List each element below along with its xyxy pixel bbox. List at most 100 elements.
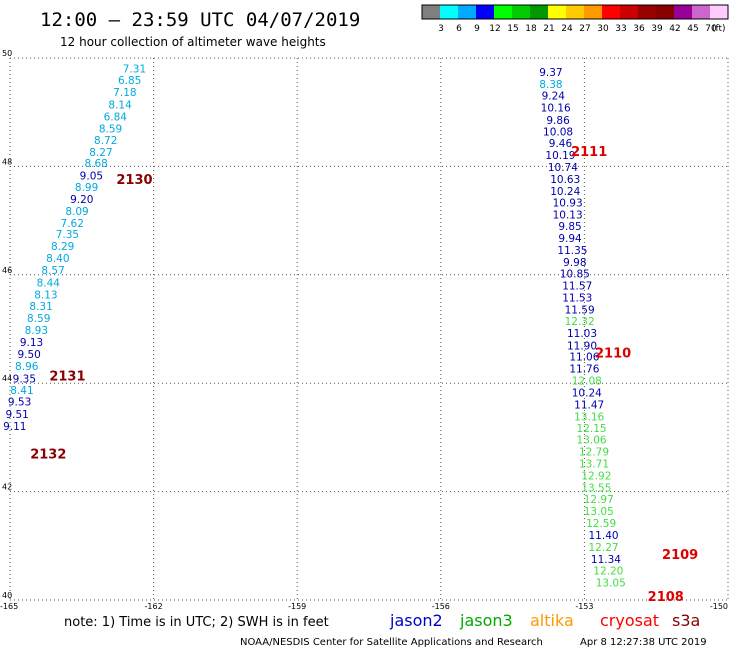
satellite-name-altika: altika xyxy=(530,611,574,630)
color-legend: 3 6 9 12 15 18 21 24 27 30 33 36 39 42 45 70 xyxy=(421,4,729,34)
swh-value: 12.20 xyxy=(593,566,623,578)
legend-swatch xyxy=(674,5,692,19)
legend-label: 3 xyxy=(438,24,444,34)
swh-value: 9.37 xyxy=(539,67,562,79)
legend-swatch xyxy=(584,5,602,19)
swh-value: 11.03 xyxy=(567,328,597,340)
legend-label: 12 xyxy=(489,24,500,34)
legend-swatch xyxy=(566,5,584,19)
x-tick-label: -162 xyxy=(145,602,163,611)
y-tick-label: 48 xyxy=(2,157,12,166)
legend-swatch xyxy=(422,5,440,19)
swh-value: 9.05 xyxy=(80,171,103,183)
swh-value: 10.74 xyxy=(548,162,578,174)
swh-value: 12.15 xyxy=(577,423,607,435)
legend-label: 18 xyxy=(525,24,537,34)
y-tick-label: 46 xyxy=(2,266,12,275)
legend-swatch xyxy=(512,5,530,19)
swh-value: 8.59 xyxy=(27,313,50,325)
pass-number-label: 2111 xyxy=(571,145,607,160)
y-tick-label: 42 xyxy=(2,483,12,492)
swh-value: 8.99 xyxy=(75,182,98,194)
swh-value: 11.47 xyxy=(574,399,604,411)
swh-value: 13.55 xyxy=(581,482,611,494)
swh-value: 8.96 xyxy=(15,361,39,373)
chart-subtitle: 12 hour collection of altimeter wave hei… xyxy=(60,35,326,49)
legend-border xyxy=(421,4,729,20)
swh-value: 10.13 xyxy=(553,210,583,222)
legend-swatch xyxy=(530,5,548,19)
legend-swatch xyxy=(638,5,656,19)
swh-value: 7.62 xyxy=(61,218,84,230)
swh-value: 12.27 xyxy=(589,542,619,554)
swh-value: 8.72 xyxy=(94,135,117,147)
swh-value: 8.27 xyxy=(89,147,112,159)
swh-value: 13.05 xyxy=(596,578,626,590)
swh-value: 12.32 xyxy=(565,316,595,328)
swh-value: 9.11 xyxy=(3,421,26,433)
swh-value: 13.71 xyxy=(579,458,609,470)
legend-swatch xyxy=(548,5,566,19)
swh-value: 11.76 xyxy=(569,364,599,376)
swh-value: 13.16 xyxy=(574,411,604,423)
swh-value: 11.57 xyxy=(562,281,592,293)
axis-ticks: -165 -162 -159 -156 -153 -150 40 42 44 46 48 50 xyxy=(0,49,728,611)
y-tick-label: 44 xyxy=(2,374,12,383)
x-tick-label: -156 xyxy=(432,602,450,611)
swh-value: 11.59 xyxy=(565,304,595,316)
swh-value: 6.84 xyxy=(104,112,128,124)
x-tick-label: -150 xyxy=(710,602,728,611)
swh-value: 8.13 xyxy=(34,289,57,301)
swh-value: 11.35 xyxy=(557,245,587,257)
plot-grid xyxy=(9,57,729,601)
x-tick-label: -159 xyxy=(288,602,306,611)
pass-number-label: 2109 xyxy=(662,548,698,563)
legend-label: 21 xyxy=(543,24,554,34)
pass-number-label: 2110 xyxy=(595,346,631,361)
swh-value: 9.51 xyxy=(5,409,28,421)
swh-value: 12.59 xyxy=(586,518,616,530)
swh-value: 10.24 xyxy=(572,387,602,399)
satellite-name-cryosat: cryosat xyxy=(600,611,659,630)
legend-unit-label: (ft) xyxy=(712,24,726,34)
swh-value: 9.50 xyxy=(17,349,40,361)
swh-value: 8.59 xyxy=(99,123,122,135)
swh-value: 9.85 xyxy=(558,221,581,233)
swh-value: 9.13 xyxy=(20,337,43,349)
swh-value: 11.40 xyxy=(589,530,619,542)
swh-value: 10.93 xyxy=(553,198,583,210)
swh-value: 10.85 xyxy=(560,269,590,281)
legend-swatch xyxy=(458,5,476,19)
legend-swatch xyxy=(620,5,638,19)
pass-number-label: 2131 xyxy=(49,370,85,385)
swh-value: 7.31 xyxy=(123,63,146,75)
legend-label: 6 xyxy=(456,24,462,34)
footer-note: note: 1) Time is in UTC; 2) SWH is in fe… xyxy=(64,615,329,630)
swh-value: 8.41 xyxy=(10,385,33,397)
swh-value: 8.14 xyxy=(108,100,132,112)
swh-value: 12.97 xyxy=(584,494,614,506)
swh-value: 8.38 xyxy=(539,79,562,91)
pass-number-label: 2108 xyxy=(648,590,684,605)
legend-swatch xyxy=(710,5,728,19)
swh-value: 10.19 xyxy=(545,150,575,162)
swh-value: 11.90 xyxy=(567,340,597,352)
swh-value: 7.18 xyxy=(113,87,136,99)
satellite-name-s3a: s3a xyxy=(672,611,700,630)
legend-label: 70 xyxy=(705,24,717,34)
swh-value: 9.35 xyxy=(13,373,36,385)
swh-value: 9.20 xyxy=(70,194,93,206)
legend-label: 36 xyxy=(633,24,645,34)
swh-value: 8.68 xyxy=(84,158,107,170)
satellite-legend: jason2 jason3 altika cryosat s3a xyxy=(389,611,700,630)
footer-timestamp: Apr 8 12:27:38 UTC 2019 xyxy=(580,637,707,648)
footer-credit: NOAA/NESDIS Center for Satellite Applica… xyxy=(240,637,543,648)
swh-value: 13.06 xyxy=(577,435,607,447)
swh-value: 10.16 xyxy=(541,102,571,114)
swh-value: 8.44 xyxy=(37,277,61,289)
legend-label: 42 xyxy=(669,24,680,34)
swh-value: 10.08 xyxy=(543,127,573,139)
swh-value: 8.09 xyxy=(65,206,88,218)
swh-value: 8.57 xyxy=(41,265,64,277)
